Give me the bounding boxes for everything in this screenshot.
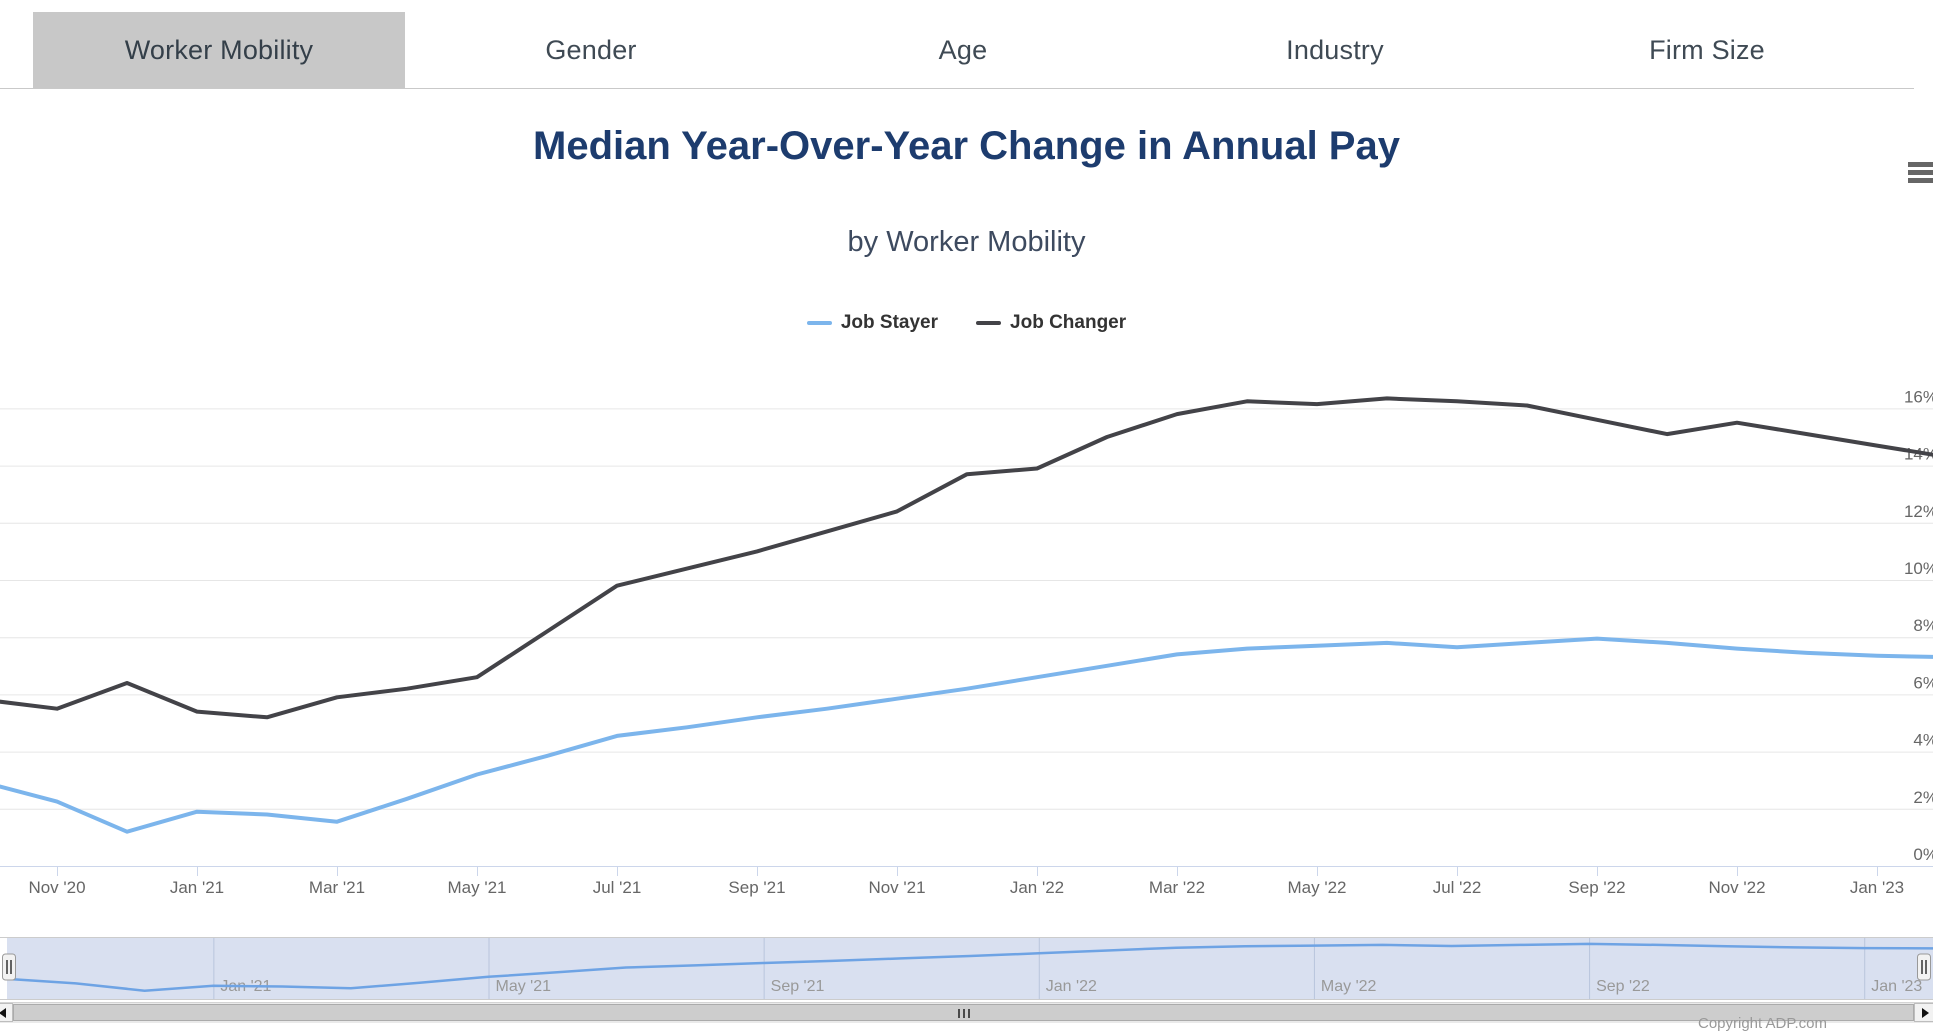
x-axis-label: Jan '23 bbox=[1850, 878, 1904, 897]
series-line-job-stayer bbox=[0, 636, 1933, 834]
tab-firm-size[interactable]: Firm Size bbox=[1649, 34, 1765, 65]
x-axis-label: Jul '22 bbox=[1433, 878, 1482, 897]
hamburger-bar bbox=[1908, 170, 1933, 175]
y-axis-label: 6% bbox=[1913, 673, 1933, 692]
x-axis-labels: Nov '20 Jan '21 Mar '21 May '21 Jul '21 Sep '… bbox=[28, 866, 1904, 897]
x-axis-label: Jan '22 bbox=[1010, 878, 1064, 897]
navigator-left-handle[interactable] bbox=[2, 953, 16, 981]
category-tab-bar: Worker Mobility Gender Age Industry Firm Siz… bbox=[0, 12, 1914, 89]
chart-context-menu-icon[interactable] bbox=[1908, 162, 1933, 186]
navigator-axis-label: May '21 bbox=[496, 978, 552, 995]
legend-label: Job Changer bbox=[1010, 312, 1127, 333]
tab-age[interactable]: Age bbox=[938, 34, 988, 65]
navigator-axis-label: May '22 bbox=[1321, 978, 1377, 995]
y-axis-label: 0% bbox=[1913, 845, 1933, 864]
y-axis-label: 10% bbox=[1904, 559, 1933, 578]
chart-title: Median Year-Over-Year Change in Annual P… bbox=[533, 124, 1400, 168]
y-axis-label: 16% bbox=[1904, 387, 1933, 406]
hamburger-bar bbox=[1908, 162, 1933, 167]
legend-item-job-stayer[interactable]: Job Stayer bbox=[806, 312, 939, 334]
x-axis-label: Jul '21 bbox=[593, 878, 642, 897]
scrollbar-grip-icon bbox=[957, 1009, 970, 1018]
scrollbar-right-button[interactable] bbox=[1914, 1003, 1933, 1022]
x-axis-label: Nov '22 bbox=[1708, 878, 1765, 897]
x-axis-label: Nov '21 bbox=[868, 878, 925, 897]
chart-subtitle: by Worker Mobility bbox=[847, 226, 1086, 258]
navigator-right-handle[interactable] bbox=[1917, 953, 1931, 981]
navigator-axis-label: Sep '22 bbox=[1596, 978, 1650, 995]
tab-worker-mobility[interactable]: Worker Mobility bbox=[33, 12, 405, 88]
chart-legend: Job Stayer Job Changer bbox=[0, 305, 1933, 341]
y-axis-label: 12% bbox=[1904, 502, 1933, 521]
legend-line-marker bbox=[806, 321, 832, 325]
legend-label: Job Stayer bbox=[840, 312, 939, 333]
x-axis-label: Mar '21 bbox=[309, 878, 365, 897]
x-axis-label: Sep '21 bbox=[728, 878, 785, 897]
y-axis-label: 4% bbox=[1913, 731, 1933, 750]
x-axis-label: May '21 bbox=[448, 878, 507, 897]
legend-item-job-changer[interactable]: Job Changer bbox=[976, 312, 1126, 334]
x-axis-label: Sep '22 bbox=[1568, 878, 1625, 897]
tab-industry[interactable]: Industry bbox=[1286, 34, 1384, 65]
navigator-axis-label: Jan '23 bbox=[1871, 978, 1922, 995]
x-axis-label: Mar '22 bbox=[1149, 878, 1205, 897]
scrollbar-thumb[interactable] bbox=[13, 1004, 1914, 1021]
right-arrow-icon bbox=[1921, 1007, 1929, 1018]
y-axis-label: 2% bbox=[1913, 788, 1933, 807]
x-axis-label: Nov '20 bbox=[28, 878, 85, 897]
tab-gender[interactable]: Gender bbox=[545, 34, 637, 65]
navigator-axis-label: Sep '21 bbox=[771, 978, 825, 995]
series-line-job-changer bbox=[0, 396, 1933, 720]
navigator-axis-label: Jan '22 bbox=[1046, 978, 1097, 995]
y-gridlines: 0%2%4%6%8%10%12%14%16% bbox=[0, 387, 1933, 864]
legend-line-marker bbox=[976, 321, 1002, 325]
scrollbar-left-button[interactable] bbox=[0, 1003, 13, 1022]
x-axis-label: May '22 bbox=[1288, 878, 1347, 897]
copyright-label: Copyright ADP.com bbox=[1698, 1015, 1827, 1032]
left-arrow-icon bbox=[0, 1007, 6, 1018]
range-scrollbar[interactable] bbox=[0, 1002, 1933, 1023]
navigator[interactable]: Jan '21 May '21 Sep '21 Jan '22 May '22 Sep '… bbox=[0, 937, 1933, 1000]
navigator-series-line bbox=[6, 942, 1933, 992]
y-axis-label: 8% bbox=[1913, 616, 1933, 635]
x-axis-label: Jan '21 bbox=[170, 878, 224, 897]
hamburger-bar bbox=[1908, 178, 1933, 183]
